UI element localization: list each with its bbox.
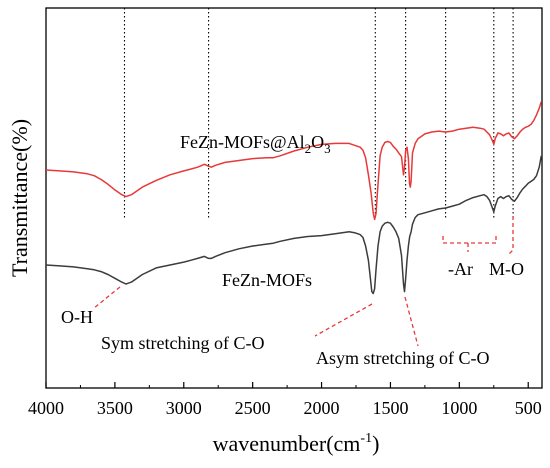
annotation-m-o-label: M-O (489, 259, 524, 279)
annotation-asym-stretching-leader (404, 296, 419, 347)
x-axis-title-tail: ) (372, 431, 379, 456)
plot-frame (45, 7, 543, 389)
annotation-o-h-leader (93, 286, 121, 309)
series-lines (45, 101, 543, 295)
series-label-part: 2 (305, 141, 312, 156)
series-line-1 (45, 155, 543, 295)
series-label-part: FeZn-MOFs@Al (180, 132, 305, 152)
annotation-ar-label: -Ar (448, 259, 473, 279)
annotation-m-o-leader (508, 216, 514, 255)
x-tick-label: 1500 (372, 398, 408, 418)
annotation-o-h-label: O-H (61, 307, 93, 327)
annotation-sym-stretching-label: Sym stretching of C-O (101, 333, 265, 353)
annotation-asym-stretching: Asym stretching of C-O (316, 296, 489, 368)
annotation-sym-stretching-leader (314, 303, 373, 337)
annotation-sym-stretching: Sym stretching of C-O (101, 303, 373, 353)
x-tick-label: 1000 (441, 398, 477, 418)
annotation-ar: -Ar (442, 236, 497, 279)
reference-lines (123, 8, 514, 218)
annotation-asym-stretching-label: Asym stretching of C-O (316, 348, 489, 368)
annotation-o-h: O-H (61, 286, 121, 327)
x-tick-label: 2500 (235, 398, 271, 418)
series-label-part: O (311, 132, 324, 152)
annotation-ar-bracket (442, 236, 497, 244)
series-line-0 (45, 101, 543, 221)
x-tick-label: 3000 (166, 398, 202, 418)
series-label-part: 3 (324, 141, 331, 156)
x-tick-label: 3500 (97, 398, 133, 418)
x-tick-label: 2000 (304, 398, 340, 418)
series-label-fezn-mofs: FeZn-MOFs (222, 270, 312, 290)
x-axis-title-base: wavenumber(cm (213, 431, 361, 456)
y-axis-title: Transmittance(%) (7, 119, 32, 277)
series-label-fezn-mofs-al2o3: FeZn-MOFs@Al2O3 (180, 132, 331, 156)
x-tick-label: 4000 (28, 398, 64, 418)
series-label-part: FeZn-MOFs (222, 270, 312, 290)
x-tick-label: 500 (515, 398, 542, 418)
x-axis-title: wavenumber(cm-1) (213, 431, 380, 456)
x-axis-title-sup: -1 (360, 431, 372, 446)
annotation-m-o: M-O (489, 216, 524, 279)
x-ticks: 4000 3500 3000 2500 2000 1500 1000 500 (28, 382, 542, 418)
